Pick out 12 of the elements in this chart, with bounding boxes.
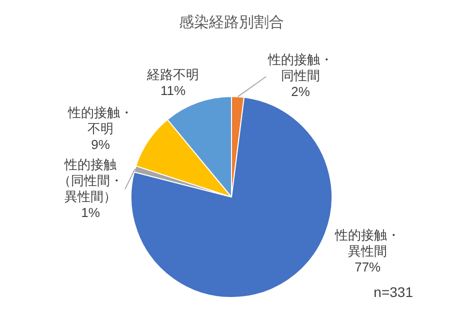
data-label: 9%	[91, 136, 110, 152]
chart-title: 感染経路別割合	[179, 14, 284, 32]
data-label: 77%	[354, 260, 382, 275]
slice-label: 性的接触・同性間	[267, 52, 334, 84]
slice-label: 経路不明	[146, 67, 200, 82]
text: n=331	[374, 284, 414, 300]
data-label: 1%	[81, 204, 100, 220]
slice-label: 性的接触（同性間・異性間）	[58, 156, 123, 204]
data-label: 2%	[291, 84, 310, 100]
data-label: 11%	[160, 83, 186, 98]
slice-label: 性的接触・不明	[67, 104, 134, 136]
slice-label: 性的接触・異性間	[334, 228, 400, 259]
